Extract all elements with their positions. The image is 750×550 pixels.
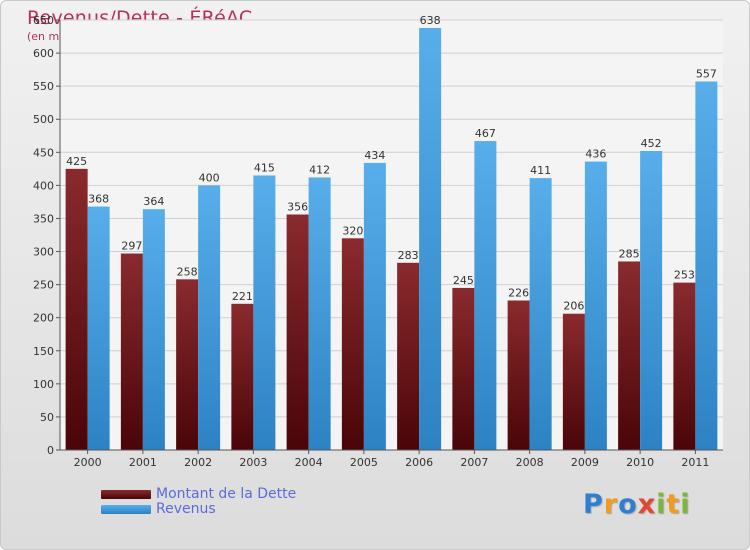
x-tick-label: 2010 <box>626 456 654 469</box>
data-label-revenus: 436 <box>585 148 606 161</box>
x-tick-label: 2002 <box>184 456 212 469</box>
y-tick-label: 200 <box>33 312 54 325</box>
y-tick-label: 550 <box>33 80 54 93</box>
plot-area <box>60 20 723 450</box>
bar-revenus <box>474 141 497 451</box>
data-label-revenus: 557 <box>696 68 717 81</box>
bar-revenus <box>529 178 552 450</box>
bar-dette <box>673 282 696 450</box>
proxiti-logo: Proxiti <box>583 489 691 520</box>
legend-swatch-revenus <box>101 505 151 514</box>
y-tick-label: 250 <box>33 279 54 292</box>
bar-dette <box>507 300 530 450</box>
y-tick-label: 100 <box>33 378 54 391</box>
x-tick-label: 2011 <box>681 456 709 469</box>
bar-revenus <box>87 206 110 450</box>
data-label-revenus: 638 <box>420 14 441 27</box>
data-label-revenus: 411 <box>530 164 551 177</box>
data-label-revenus: 400 <box>199 171 220 184</box>
data-label-dette: 245 <box>453 274 474 287</box>
data-label-revenus: 452 <box>641 137 662 150</box>
bar-revenus <box>640 150 663 450</box>
y-tick-label: 450 <box>33 146 54 159</box>
x-tick-label: 2008 <box>516 456 544 469</box>
data-label-dette: 253 <box>674 269 695 282</box>
data-label-dette: 226 <box>508 286 529 299</box>
data-label-dette: 283 <box>398 249 419 262</box>
data-label-dette: 258 <box>177 265 198 278</box>
x-tick-label: 2007 <box>460 456 488 469</box>
y-tick-label: 50 <box>40 411 54 424</box>
bar-revenus <box>253 175 276 450</box>
data-label-revenus: 368 <box>88 193 109 206</box>
bar-dette <box>286 214 309 450</box>
bar-dette <box>231 303 254 450</box>
bar-dette <box>562 313 585 450</box>
bar-dette <box>452 287 475 450</box>
data-label-revenus: 467 <box>475 127 496 140</box>
x-tick-label: 2009 <box>571 456 599 469</box>
data-label-revenus: 415 <box>254 161 275 174</box>
y-tick-label: 400 <box>33 179 54 192</box>
data-label-dette: 297 <box>121 240 142 253</box>
data-label-revenus: 412 <box>309 163 330 176</box>
bar-dette <box>120 253 143 450</box>
data-label-dette: 425 <box>66 155 87 168</box>
bar-revenus <box>419 27 442 450</box>
legend-label-dette: Montant de la Dette <box>156 486 297 502</box>
legend-label-revenus: Revenus <box>156 501 216 517</box>
y-tick-label: 350 <box>33 212 54 225</box>
legend-swatch-dette <box>101 490 151 499</box>
y-tick-label: 600 <box>33 47 54 60</box>
x-tick-label: 2000 <box>74 456 102 469</box>
x-tick-label: 2003 <box>239 456 267 469</box>
bar-dette <box>341 238 364 450</box>
bar-revenus <box>142 209 165 450</box>
bar-revenus <box>198 185 221 450</box>
data-label-dette: 356 <box>287 200 308 213</box>
x-tick-label: 2005 <box>350 456 378 469</box>
y-tick-label: 300 <box>33 246 54 259</box>
bar-revenus <box>308 177 331 450</box>
data-label-dette: 221 <box>232 290 253 303</box>
bar-dette <box>65 168 88 450</box>
y-tick-label: 150 <box>33 345 54 358</box>
bar-dette <box>618 261 641 450</box>
bar-revenus <box>584 161 607 451</box>
x-tick-label: 2006 <box>405 456 433 469</box>
bar-revenus <box>363 162 386 450</box>
data-label-dette: 285 <box>619 247 640 260</box>
data-label-dette: 320 <box>342 224 363 237</box>
data-label-revenus: 364 <box>143 195 164 208</box>
x-tick-label: 2001 <box>129 456 157 469</box>
bar-dette <box>176 279 199 450</box>
y-tick-label: 500 <box>33 113 54 126</box>
bar-revenus <box>695 81 718 451</box>
y-tick-label: 650 <box>33 14 54 27</box>
y-tick-label: 0 <box>47 444 54 457</box>
bar-dette <box>397 262 420 450</box>
data-label-revenus: 434 <box>364 149 385 162</box>
data-label-dette: 206 <box>563 300 584 313</box>
x-tick-label: 2004 <box>295 456 323 469</box>
